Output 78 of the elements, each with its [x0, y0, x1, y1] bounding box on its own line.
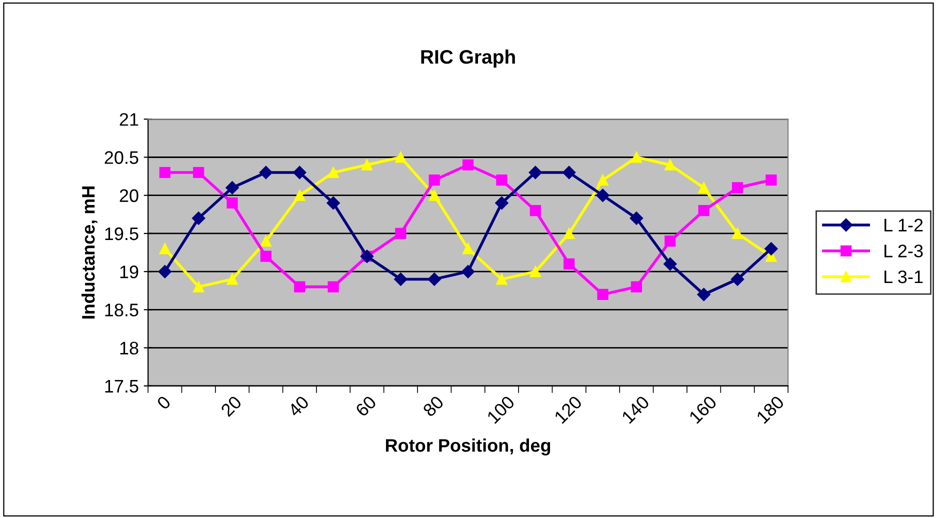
x-tick-label: 20 [220, 395, 242, 418]
chart-title: RIC Graph [421, 49, 515, 68]
point [226, 274, 238, 285]
legend-label: L 2-3 [884, 244, 923, 258]
legend-label: L 3-1 [884, 270, 923, 284]
point [766, 174, 777, 186]
point [226, 181, 239, 194]
point [428, 190, 440, 201]
point [732, 182, 744, 194]
point [496, 174, 508, 186]
y-tick-label: 19.5 [105, 227, 138, 240]
point [664, 257, 677, 271]
point [462, 159, 474, 170]
x-tick-label: 120 [554, 395, 583, 424]
point [562, 166, 576, 180]
x-tick-label: 80 [422, 395, 444, 418]
point [328, 166, 339, 178]
x-tick-label: 60 [354, 395, 378, 418]
y-tick-label: 21 [120, 113, 138, 126]
point [697, 288, 710, 302]
y-tick-label: 17.5 [105, 380, 138, 393]
point [158, 264, 172, 278]
y-tick-label: 19 [120, 266, 138, 278]
point [530, 205, 541, 216]
x-tick-label: 160 [688, 395, 718, 424]
point [394, 272, 408, 286]
point [259, 166, 273, 180]
x-tick-label: 100 [486, 395, 516, 424]
point [528, 166, 542, 180]
y-tick-label: 20 [120, 189, 138, 202]
point [192, 212, 206, 225]
point [326, 196, 340, 210]
point [664, 159, 676, 170]
point [597, 174, 608, 186]
x-tick-label: 180 [756, 395, 785, 424]
y-axis-title: Inductance, mH [81, 186, 98, 319]
x-tick-label: 40 [287, 395, 310, 418]
point [698, 205, 710, 216]
x-tick-label: 140 [621, 395, 650, 424]
point [226, 197, 238, 209]
point [764, 242, 778, 256]
point [193, 281, 204, 292]
point [260, 250, 272, 262]
point [462, 243, 474, 254]
point [428, 272, 441, 286]
point [630, 152, 642, 163]
point [193, 166, 204, 178]
point [293, 166, 306, 180]
point [698, 182, 710, 194]
x-axis-title: Rotor Position, deg [386, 438, 550, 456]
point [630, 281, 642, 292]
point [159, 243, 170, 254]
point [730, 272, 744, 286]
x-tick-label: 0 [156, 395, 172, 410]
point [597, 288, 608, 300]
point [496, 274, 508, 285]
point [395, 152, 406, 163]
point [630, 212, 644, 225]
point [732, 228, 744, 240]
point [328, 281, 339, 292]
legend-label: L 1-2 [884, 218, 923, 232]
point [361, 159, 373, 170]
y-tick-label: 20.5 [104, 151, 138, 164]
point [596, 188, 610, 202]
point [495, 196, 508, 210]
point [664, 236, 676, 247]
point [159, 166, 170, 178]
point [530, 266, 541, 278]
point [564, 228, 575, 240]
point [395, 228, 406, 240]
point [260, 236, 272, 247]
y-tick-label: 18 [120, 342, 138, 355]
point [294, 281, 306, 292]
point [564, 258, 575, 270]
point [461, 264, 475, 278]
y-tick-label: 18.5 [105, 304, 138, 316]
point [294, 190, 306, 201]
point [428, 174, 440, 186]
